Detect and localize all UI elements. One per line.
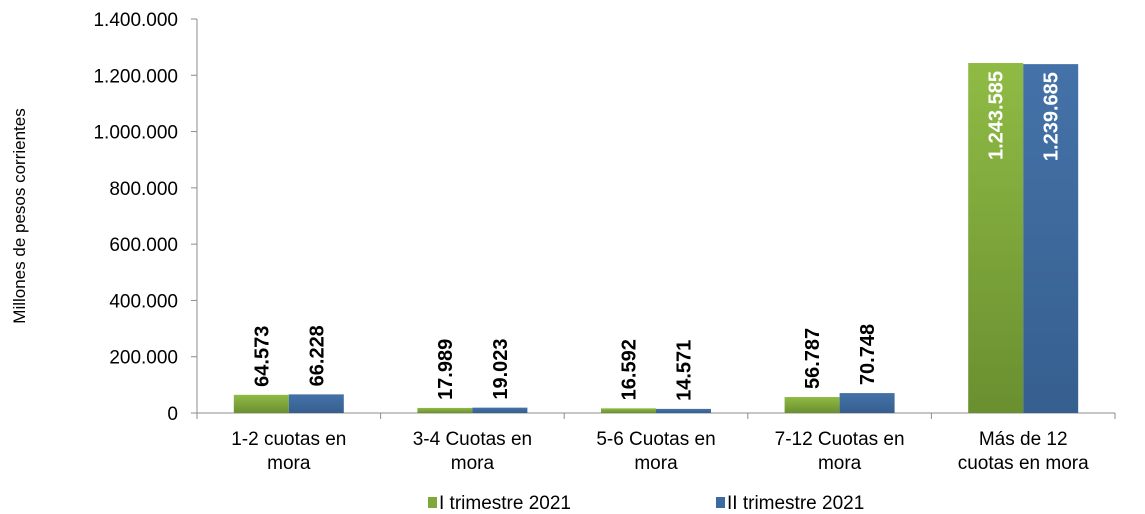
legend-label: II trimestre 2021 [727, 493, 864, 514]
data-label: 66.228 [306, 325, 328, 386]
y-tick-label: 1.200.000 [93, 66, 178, 87]
legend-item: II trimestre 2021 [716, 493, 864, 514]
category-label: mora [818, 453, 862, 474]
data-label: 64.573 [251, 326, 273, 387]
data-label: 1.243.585 [986, 71, 1008, 160]
y-tick-label: 200.000 [109, 348, 178, 369]
bar-series-2 [288, 394, 344, 413]
category-label: mora [451, 453, 495, 474]
y-axis-title: Millones de pesos corrientes [10, 108, 29, 323]
y-tick-label: 1.400.000 [93, 10, 178, 31]
category-label: mora [267, 453, 311, 474]
y-tick-label: 0 [167, 404, 178, 425]
bar-series-1 [417, 407, 473, 413]
bar-series-2 [1023, 64, 1079, 413]
bar-series-1 [601, 408, 656, 413]
category-label: mora [634, 453, 678, 474]
category-label: 7-12 Cuotas en [775, 429, 905, 450]
category-label: 1-2 cuotas en [231, 429, 346, 450]
data-label: 70.748 [857, 324, 879, 385]
data-label: 19.023 [490, 338, 512, 399]
data-label: 16.592 [619, 339, 641, 400]
y-tick-label: 600.000 [109, 235, 178, 256]
category-label: 3-4 Cuotas en [413, 429, 532, 450]
bar-series-1 [784, 397, 840, 413]
category-label: cuotas en mora [958, 453, 1089, 474]
bar-series-2 [839, 393, 895, 413]
bar-series-1 [968, 63, 1024, 413]
bar-series-1 [233, 394, 289, 413]
data-label: 17.989 [435, 339, 457, 400]
bar-series-2 [472, 407, 528, 413]
legend-label: I trimestre 2021 [439, 493, 571, 514]
category-label: Más de 12 [979, 429, 1068, 450]
legend-swatch [428, 497, 437, 508]
legend-item: I trimestre 2021 [428, 493, 571, 514]
y-tick-label: 400.000 [109, 291, 178, 312]
y-tick-label: 1.000.000 [93, 123, 178, 144]
data-label: 1.239.685 [1041, 72, 1063, 161]
legend-swatch [716, 497, 725, 508]
category-label: 5-6 Cuotas en [596, 429, 715, 450]
data-label: 56.787 [802, 328, 824, 389]
data-label: 14.571 [674, 340, 696, 401]
y-tick-label: 800.000 [109, 179, 178, 200]
bar-series-2 [656, 408, 711, 413]
